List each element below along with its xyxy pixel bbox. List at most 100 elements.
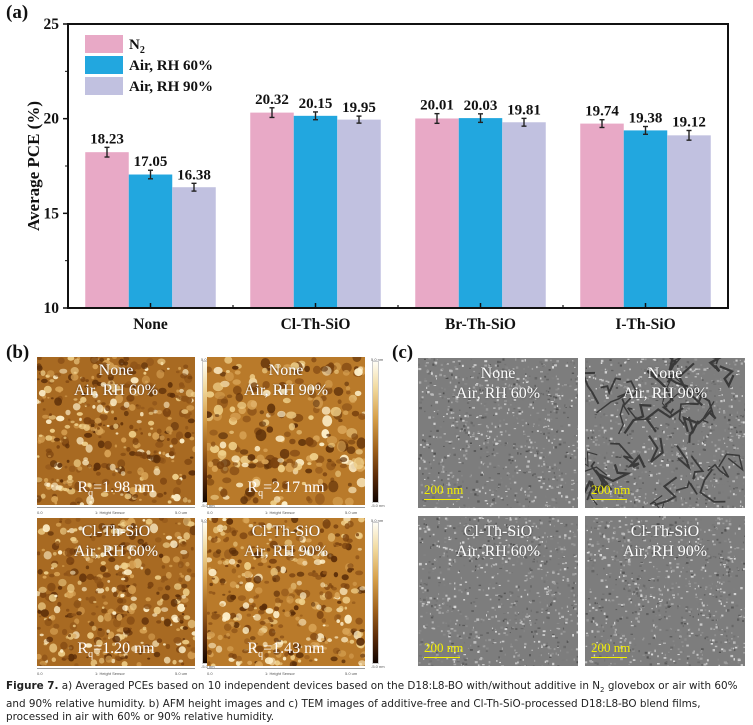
afm-roughness-label: Rq=1.20 nm (37, 640, 195, 660)
legend: N2 Air, RH 60% Air, RH 90% (85, 35, 213, 95)
scale-bar-label: 200 nm (591, 482, 630, 498)
x-tick-label: None (133, 316, 168, 333)
tem-condition-label: Air, RH 60% (418, 542, 578, 562)
bar-i-th-sio-0 (580, 124, 624, 308)
colorbar-max-label: 5.0 nm (371, 518, 383, 523)
tem-sample-label: None (418, 364, 578, 384)
x-tick-label: Br-Th-SiO (445, 316, 516, 333)
x-tick-label: Cl-Th-SiO (281, 316, 351, 333)
afm-axis-label: 0.0 (37, 510, 43, 515)
afm-axis-label: 0.0 (207, 671, 213, 676)
afm-x-axis (37, 507, 195, 508)
afm-axis-label: 1: Height Sensor (265, 510, 295, 515)
data-label: 20.03 (464, 98, 498, 114)
bar-cl-th-sio-0 (250, 113, 294, 308)
data-label: 20.15 (299, 96, 333, 112)
colorbar-min-label: -5.0 nm (371, 664, 385, 669)
data-label: 20.32 (255, 92, 289, 108)
tem-sample-label: Cl-Th-SiO (418, 522, 578, 542)
scale-bar (424, 657, 460, 658)
afm-axis-label: 0.0 (37, 671, 43, 676)
afm-sample-label: None (207, 361, 365, 381)
afm-axis-label: 5.0 um (175, 671, 187, 676)
bar-br-th-sio-1 (459, 118, 503, 308)
colorbar-min-label: -5.0 nm (371, 503, 385, 508)
caption-label: Figure 7. (6, 680, 58, 692)
panel-label-b: (b) (6, 342, 29, 364)
caption-text-1: a) Averaged PCEs based on 10 independent… (58, 680, 600, 692)
legend-label: N2 (129, 37, 145, 56)
bar-br-th-sio-2 (502, 122, 546, 308)
scale-bar-label: 200 nm (424, 640, 463, 656)
bar-none-1 (129, 175, 173, 308)
afm-axis-label: 1: Height Sensor (95, 671, 125, 676)
data-label: 19.95 (342, 100, 376, 116)
y-tick-label: 25 (44, 16, 60, 33)
afm-sample-label: Cl-Th-SiO (37, 522, 195, 542)
afm-condition-label: Air, RH 90% (207, 381, 365, 401)
afm-axis-label: 0.0 (207, 510, 213, 515)
afm-x-axis (207, 507, 365, 508)
afm-colorbar (372, 522, 379, 664)
bar-cl-th-sio-1 (294, 116, 338, 308)
scale-bar (591, 499, 627, 500)
afm-colorbar (372, 361, 379, 503)
tem-sample-label: None (585, 364, 745, 384)
afm-condition-label: Air, RH 60% (37, 542, 195, 562)
afm-axis-label: 5.0 um (345, 510, 357, 515)
data-label: 19.81 (507, 102, 541, 118)
data-label: 19.74 (585, 104, 619, 120)
panel-label-c: (c) (392, 342, 413, 364)
scale-bar-label: 200 nm (424, 482, 463, 498)
bar-br-th-sio-0 (415, 118, 459, 308)
afm-axis-label: 5.0 um (175, 510, 187, 515)
afm-axis-label: 5.0 um (345, 671, 357, 676)
legend-swatch (85, 77, 123, 95)
scale-bar (424, 499, 460, 500)
afm-axis-label: 1: Height Sensor (265, 671, 295, 676)
bar-cl-th-sio-2 (337, 120, 381, 308)
afm-condition-label: Air, RH 60% (37, 381, 195, 401)
data-label: 18.23 (90, 131, 124, 147)
afm-sample-label: Cl-Th-SiO (207, 522, 365, 542)
data-label: 19.12 (672, 114, 706, 130)
scale-bar (591, 657, 627, 658)
legend-label: Air, RH 60% (129, 58, 213, 74)
tem-condition-label: Air, RH 90% (585, 542, 745, 562)
colorbar-max-label: 5.0 nm (371, 357, 383, 362)
bar-i-th-sio-1 (624, 130, 668, 308)
legend-label: Air, RH 90% (129, 79, 213, 95)
data-label: 17.05 (134, 154, 168, 170)
afm-roughness-label: Rq=2.17 nm (207, 479, 365, 499)
legend-swatch (85, 56, 123, 74)
data-label: 20.01 (420, 98, 454, 114)
afm-x-axis (37, 668, 195, 669)
afm-roughness-label: Rq=1.98 nm (37, 479, 195, 499)
afm-axis-label: 1: Height Sensor (95, 510, 125, 515)
bar-none-0 (85, 152, 129, 308)
tem-sample-label: Cl-Th-SiO (585, 522, 745, 542)
x-tick-label: I-Th-SiO (615, 316, 675, 333)
y-tick-label: 20 (44, 111, 60, 128)
y-axis-label: Average PCE (%) (24, 101, 43, 231)
tem-condition-label: Air, RH 90% (585, 384, 745, 404)
bar-i-th-sio-2 (667, 135, 711, 308)
afm-sample-label: None (37, 361, 195, 381)
afm-roughness-label: Rq=1.43 nm (207, 640, 365, 660)
legend-swatch (85, 35, 123, 53)
tem-condition-label: Air, RH 60% (418, 384, 578, 404)
bar-none-2 (172, 187, 216, 308)
y-tick-label: 15 (44, 205, 60, 222)
afm-condition-label: Air, RH 90% (207, 542, 365, 562)
